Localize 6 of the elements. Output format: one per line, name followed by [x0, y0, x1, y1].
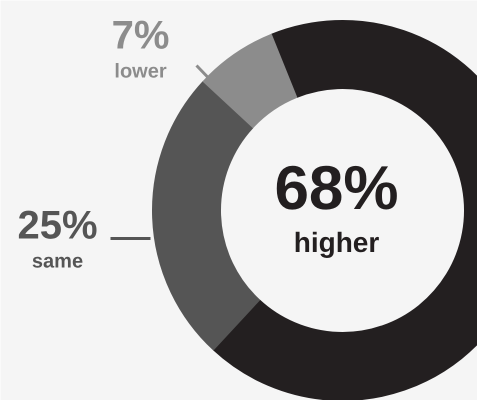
data-label: 25% — [17, 204, 98, 248]
data-label: 68% — [274, 154, 399, 223]
slice-label: higher — [294, 227, 380, 258]
slice-label: lower — [114, 60, 167, 82]
data-label: 7% — [112, 14, 170, 58]
slice-label: same — [32, 250, 84, 272]
